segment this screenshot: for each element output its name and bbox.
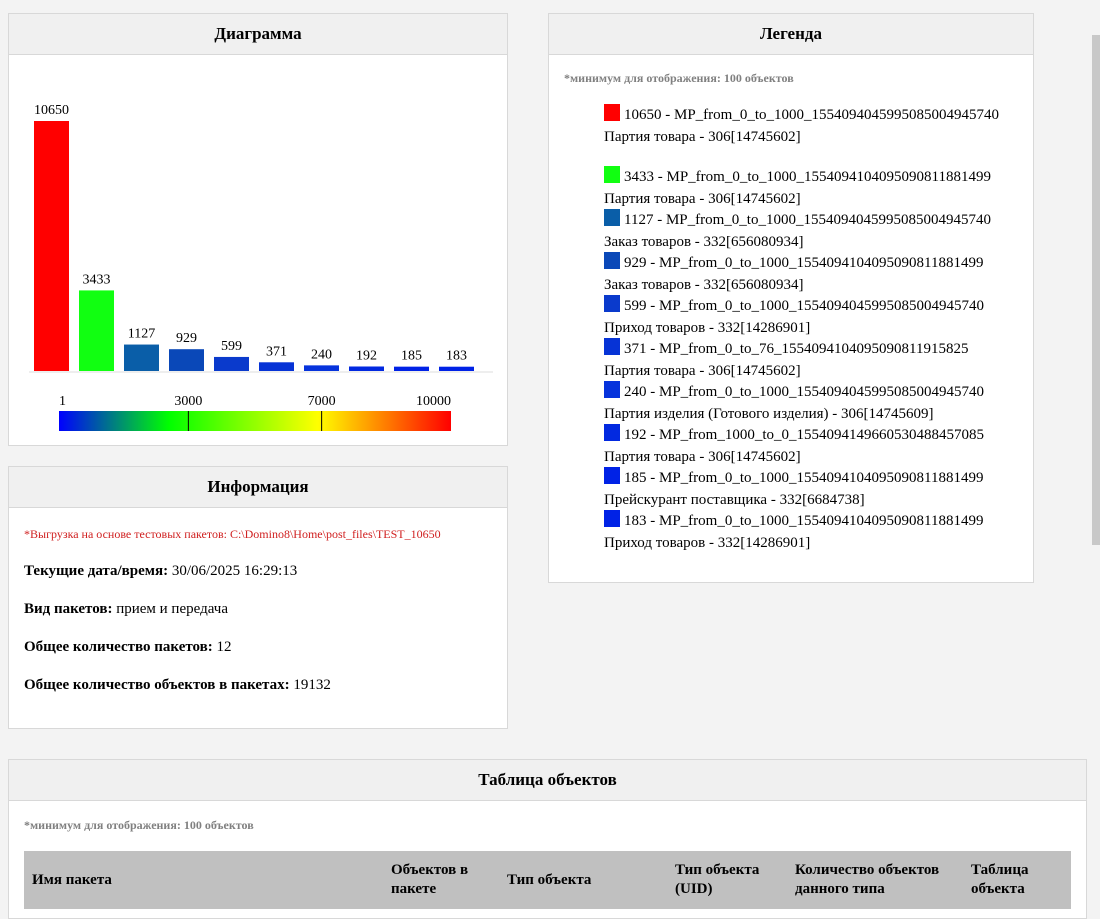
legend-color-swatch bbox=[604, 467, 620, 484]
info-panel: Информация *Выгрузка на основе тестовых … bbox=[8, 466, 508, 729]
legend-item: 3433 - MP_from_0_to_1000_155409410409509… bbox=[604, 166, 1029, 209]
diagram-title: Диаграмма bbox=[9, 14, 507, 55]
objects-count-value: 19132 bbox=[289, 677, 331, 693]
objects-count-line: Общее количество объектов в пакетах: 191… bbox=[24, 677, 331, 694]
color-scale-tick-label: 7000 bbox=[308, 394, 336, 409]
bar-value-label: 10650 bbox=[34, 103, 69, 118]
legend-color-swatch bbox=[604, 252, 620, 269]
legend-item: 185 - MP_from_0_to_1000_1554094104095090… bbox=[604, 467, 1029, 510]
legend-item: 192 - MP_from_1000_to_0_1554094149660530… bbox=[604, 424, 1029, 467]
chart-bar[interactable] bbox=[79, 290, 114, 371]
datetime-value: 30/06/2025 16:29:13 bbox=[168, 563, 298, 579]
legend-color-swatch bbox=[604, 424, 620, 441]
color-scale-tick-label: 10000 bbox=[416, 394, 451, 409]
chart-bar[interactable] bbox=[169, 349, 204, 371]
legend-note: *минимум для отображения: 100 объектов bbox=[564, 71, 794, 85]
legend-item-object-type: Партия товара - 306[14745602] bbox=[604, 128, 801, 145]
legend-color-swatch bbox=[604, 104, 620, 121]
chart-bar[interactable] bbox=[34, 121, 69, 371]
bar-value-label: 1127 bbox=[128, 327, 155, 342]
column-header-objects-of-type-count[interactable]: Количество объектов данного типа bbox=[787, 851, 963, 909]
objects-table-panel: Таблица объектов *минимум для отображени… bbox=[8, 759, 1087, 919]
objects-table-title: Таблица объектов bbox=[9, 760, 1086, 801]
bar-value-label: 240 bbox=[311, 347, 332, 362]
bar-chart: 10650 3433 1127 929 599 371 240 192 185 183 1 3000 7… bbox=[29, 103, 493, 431]
bar-value-label: 3433 bbox=[83, 272, 111, 287]
chart-bar[interactable] bbox=[214, 356, 249, 371]
bar-value-label: 192 bbox=[356, 348, 377, 363]
legend-item-title: 183 - MP_from_0_to_1000_1554094104095090… bbox=[624, 513, 984, 529]
color-scale-tick-label: 1 bbox=[59, 394, 66, 409]
legend-item: 1127 - MP_from_0_to_1000_155409404599508… bbox=[604, 209, 1029, 252]
legend-item-title: 929 - MP_from_0_to_1000_1554094104095090… bbox=[624, 255, 984, 271]
legend-color-swatch bbox=[604, 510, 620, 527]
legend-item: 240 - MP_from_0_to_1000_1554094045995085… bbox=[604, 381, 1029, 424]
diagram-panel: Диаграмма 10650 3433 1127 929 599 371 240 192 18… bbox=[8, 13, 508, 446]
info-title: Информация bbox=[9, 467, 507, 508]
legend-item-title: 192 - MP_from_1000_to_0_1554094149660530… bbox=[624, 427, 984, 443]
legend-item-object-type: Партия изделия (Готового изделия) - 306[… bbox=[604, 405, 934, 422]
legend-item-object-type: Партия товара - 306[14745602] bbox=[604, 362, 801, 379]
objects-table: Имя пакета Объектов в пакете Тип объекта… bbox=[24, 851, 1071, 909]
legend-item-title: 10650 - MP_from_0_to_1000_15540940459950… bbox=[624, 107, 999, 123]
chart-bar[interactable] bbox=[124, 344, 159, 371]
legend-item-object-type: Партия товара - 306[14745602] bbox=[604, 448, 801, 465]
objects-table-note: *минимум для отображения: 100 объектов bbox=[24, 818, 254, 832]
legend-item-title: 185 - MP_from_0_to_1000_1554094104095090… bbox=[624, 470, 984, 486]
legend-color-swatch bbox=[604, 166, 620, 183]
package-count-label: Общее количество пакетов: bbox=[24, 639, 213, 655]
legend-color-swatch bbox=[604, 381, 620, 398]
legend-item: 599 - MP_from_0_to_1000_1554094045995085… bbox=[604, 295, 1029, 338]
legend-title: Легенда bbox=[549, 14, 1033, 55]
legend-item: 371 - MP_from_0_to_76_155409410409509081… bbox=[604, 338, 1029, 381]
legend-item-object-type: Прейскурант поставщика - 332[6684738] bbox=[604, 491, 865, 508]
legend-item-object-type: Приход товаров - 332[14286901] bbox=[604, 319, 811, 336]
legend-item-title: 371 - MP_from_0_to_76_155409410409509081… bbox=[624, 341, 969, 357]
column-header-package-name[interactable]: Имя пакета bbox=[24, 851, 383, 909]
chart-bar[interactable] bbox=[394, 366, 429, 371]
bar-value-label: 371 bbox=[266, 344, 287, 359]
legend-item-object-type: Заказ товаров - 332[656080934] bbox=[604, 233, 804, 250]
bar-value-label: 929 bbox=[176, 331, 197, 346]
objects-count-label: Общее количество объектов в пакетах: bbox=[24, 677, 290, 693]
legend-color-swatch bbox=[604, 209, 620, 226]
legend-item-title: 3433 - MP_from_0_to_1000_155409410409509… bbox=[624, 169, 991, 185]
legend-item-title: 599 - MP_from_0_to_1000_1554094045995085… bbox=[624, 298, 984, 314]
bar-value-label: 185 bbox=[401, 349, 422, 364]
legend-item: 929 - MP_from_0_to_1000_1554094104095090… bbox=[604, 252, 1029, 295]
table-header-row: Имя пакета Объектов в пакете Тип объекта… bbox=[24, 851, 1071, 909]
package-type-line: Вид пакетов: прием и передача bbox=[24, 601, 228, 618]
package-count-line: Общее количество пакетов: 12 bbox=[24, 639, 232, 656]
column-header-object-table[interactable]: Таблица объекта bbox=[963, 851, 1071, 909]
legend-item: 183 - MP_from_0_to_1000_1554094104095090… bbox=[604, 510, 1029, 553]
export-source-note: *Выгрузка на основе тестовых пакетов: C:… bbox=[24, 527, 441, 541]
legend-item-title: 240 - MP_from_0_to_1000_1554094045995085… bbox=[624, 384, 984, 400]
legend-item: 10650 - MP_from_0_to_1000_15540940459950… bbox=[604, 104, 1029, 166]
column-header-object-type[interactable]: Тип объекта bbox=[499, 851, 667, 909]
package-count-value: 12 bbox=[212, 639, 232, 655]
legend-color-swatch bbox=[604, 338, 620, 355]
datetime-label: Текущие дата/время: bbox=[24, 563, 169, 579]
legend-item-object-type: Заказ товаров - 332[656080934] bbox=[604, 276, 804, 293]
package-type-value: прием и передача bbox=[112, 601, 228, 617]
color-scale-tick-label: 3000 bbox=[174, 394, 202, 409]
package-type-label: Вид пакетов: bbox=[24, 601, 113, 617]
bar-value-label: 183 bbox=[446, 349, 467, 364]
page-scrollbar[interactable] bbox=[1092, 35, 1100, 545]
column-header-object-type-uid[interactable]: Тип объекта (UID) bbox=[667, 851, 787, 909]
chart-bar[interactable] bbox=[349, 366, 384, 371]
legend-item-object-type: Партия товара - 306[14745602] bbox=[604, 190, 801, 207]
chart-bar[interactable] bbox=[304, 365, 339, 371]
bar-value-label: 599 bbox=[221, 339, 242, 354]
legend-list: 10650 - MP_from_0_to_1000_15540940459950… bbox=[604, 104, 1029, 553]
chart-bar[interactable] bbox=[439, 366, 474, 371]
datetime-line: Текущие дата/время: 30/06/2025 16:29:13 bbox=[24, 563, 297, 580]
legend-item-object-type: Приход товаров - 332[14286901] bbox=[604, 534, 811, 551]
legend-color-swatch bbox=[604, 295, 620, 312]
color-scale-bar bbox=[59, 411, 451, 431]
legend-item-title: 1127 - MP_from_0_to_1000_155409404599508… bbox=[624, 212, 991, 228]
legend-panel: Легенда *минимум для отображения: 100 об… bbox=[548, 13, 1034, 583]
column-header-objects-in-package[interactable]: Объектов в пакете bbox=[383, 851, 499, 909]
chart-bar[interactable] bbox=[259, 362, 294, 371]
